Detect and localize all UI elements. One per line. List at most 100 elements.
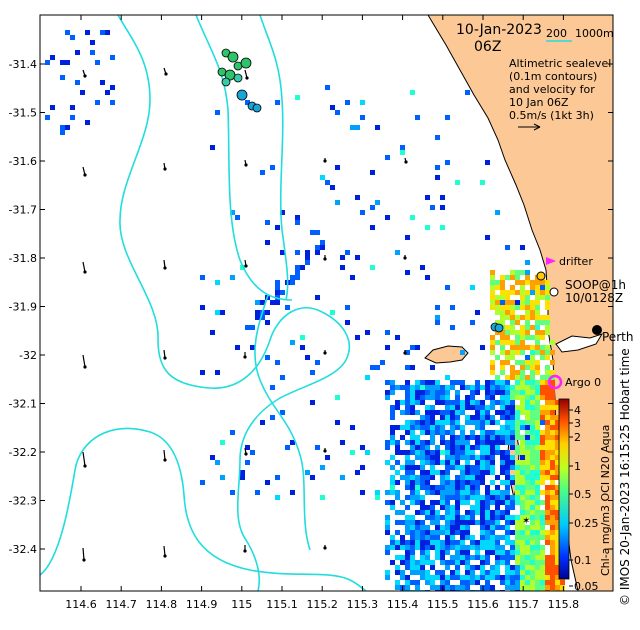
chl-pixel: [550, 420, 555, 425]
chl-pixel: [475, 495, 480, 500]
chl-pixel: [450, 585, 455, 590]
chl-pixel: [485, 460, 490, 465]
chl-pixel: [525, 270, 530, 275]
chl-pixel: [435, 515, 440, 520]
chl-pixel: [365, 375, 370, 380]
chl-pixel: [430, 465, 435, 470]
chl-pixel: [430, 470, 435, 475]
chl-pixel: [305, 250, 310, 255]
chl-pixel: [545, 385, 550, 390]
chl-pixel: [410, 490, 415, 495]
chl-pixel: [395, 555, 400, 560]
chl-pixel: [530, 570, 535, 575]
chl-pixel: [540, 430, 545, 435]
chl-pixel: [60, 125, 65, 130]
chl-pixel: [550, 350, 555, 355]
chl-pixel: [530, 535, 535, 540]
chl-pixel: [300, 335, 305, 340]
chl-pixel: [510, 565, 515, 570]
chl-pixel: [395, 585, 400, 590]
chl-pixel: [345, 320, 350, 325]
chl-pixel: [545, 520, 550, 525]
credit-text: © IMOS 20-Jan-2023 16:15:25 Hobart time: [618, 348, 632, 606]
chl-pixel: [420, 455, 425, 460]
velocity-arrow-head: [83, 464, 87, 468]
chl-pixel: [465, 445, 470, 450]
chl-pixel: [450, 575, 455, 580]
chl-pixel: [550, 570, 555, 575]
chl-pixel: [500, 365, 505, 370]
chl-pixel: [535, 560, 540, 565]
chl-pixel: [535, 575, 540, 580]
chl-pixel: [500, 455, 505, 460]
chl-pixel: [310, 475, 315, 480]
chl-pixel: [435, 165, 440, 170]
chl-pixel: [465, 545, 470, 550]
chl-pixel: [385, 530, 390, 535]
chl-pixel: [405, 410, 410, 415]
chl-pixel: [520, 480, 525, 485]
chl-pixel: [540, 415, 545, 420]
chl-pixel: [490, 395, 495, 400]
chl-pixel: [480, 425, 485, 430]
chl-pixel: [70, 105, 75, 110]
chl-pixel: [530, 550, 535, 555]
chl-pixel: [425, 385, 430, 390]
chl-pixel: [440, 420, 445, 425]
chl-pixel: [395, 510, 400, 515]
chl-pixel: [450, 485, 455, 490]
chl-pixel: [445, 115, 450, 120]
chl-pixel: [395, 490, 400, 495]
chl-pixel: [385, 345, 390, 350]
velocity-arrow-head: [164, 72, 168, 76]
chl-pixel: [455, 505, 460, 510]
chl-pixel: [335, 200, 340, 205]
chl-pixel: [435, 550, 440, 555]
chl-pixel: [520, 565, 525, 570]
chl-pixel: [415, 560, 420, 565]
chl-pixel: [405, 475, 410, 480]
chl-pixel: [550, 450, 555, 455]
chl-pixel: [485, 450, 490, 455]
chl-pixel: [520, 570, 525, 575]
chl-pixel: [295, 220, 300, 225]
chl-pixel: [435, 390, 440, 395]
chl-pixel: [515, 480, 520, 485]
chl-pixel: [415, 495, 420, 500]
chl-pixel: [525, 330, 530, 335]
chl-pixel: [430, 395, 435, 400]
chl-pixel: [505, 300, 510, 305]
chl-pixel: [500, 490, 505, 495]
perth-label: Perth: [602, 330, 633, 344]
chl-pixel: [420, 480, 425, 485]
chl-pixel: [460, 545, 465, 550]
lat-tick-label: -31.9: [9, 301, 37, 314]
chl-pixel: [445, 520, 450, 525]
chl-pixel: [515, 405, 520, 410]
chl-pixel: [520, 580, 525, 585]
chl-pixel: [425, 515, 430, 520]
chl-pixel: [470, 420, 475, 425]
chl-pixel: [490, 525, 495, 530]
chl-pixel: [540, 510, 545, 515]
chl-pixel: [445, 565, 450, 570]
chl-pixel: [525, 525, 530, 530]
chl-pixel: [555, 470, 560, 475]
chl-pixel: [535, 290, 540, 295]
chl-pixel: [240, 470, 245, 475]
chl-pixel: [505, 420, 510, 425]
chl-pixel: [520, 485, 525, 490]
chl-pixel: [470, 580, 475, 585]
chl-pixel: [425, 555, 430, 560]
chl-pixel: [480, 510, 485, 515]
chl-pixel: [455, 575, 460, 580]
chl-pixel: [515, 270, 520, 275]
chl-pixel: [500, 390, 505, 395]
chl-pixel: [535, 585, 540, 590]
chl-pixel: [515, 385, 520, 390]
chl-pixel: [545, 580, 550, 585]
chl-pixel: [550, 415, 555, 420]
chl-pixel: [350, 125, 355, 130]
chl-pixel: [530, 480, 535, 485]
chl-pixel: [455, 530, 460, 535]
